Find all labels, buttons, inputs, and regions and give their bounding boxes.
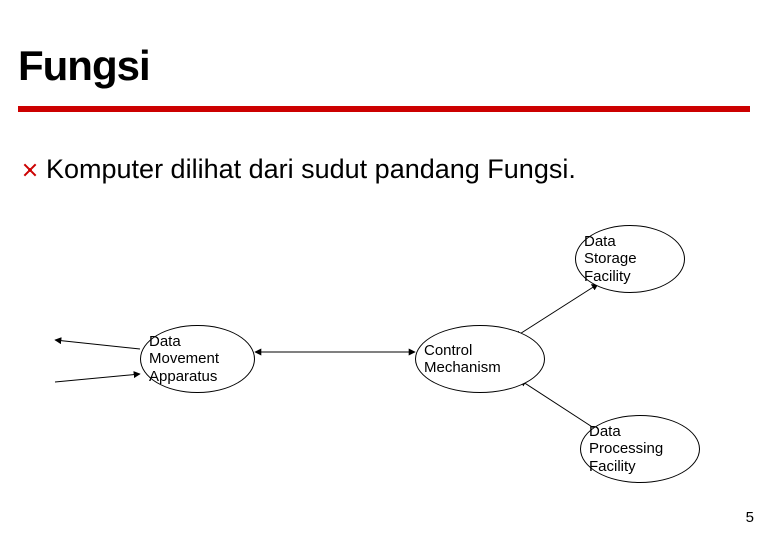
node-data-movement: DataMovementApparatus bbox=[140, 325, 255, 393]
node-control: ControlMechanism bbox=[415, 325, 545, 393]
page-number: 5 bbox=[746, 509, 754, 526]
edge-3 bbox=[55, 340, 140, 349]
edge-2 bbox=[520, 380, 600, 432]
edge-1 bbox=[515, 284, 598, 337]
node-processing: DataProcessingFacility bbox=[580, 415, 700, 483]
edge-4 bbox=[55, 374, 140, 382]
node-storage: DataStorageFacility bbox=[575, 225, 685, 293]
